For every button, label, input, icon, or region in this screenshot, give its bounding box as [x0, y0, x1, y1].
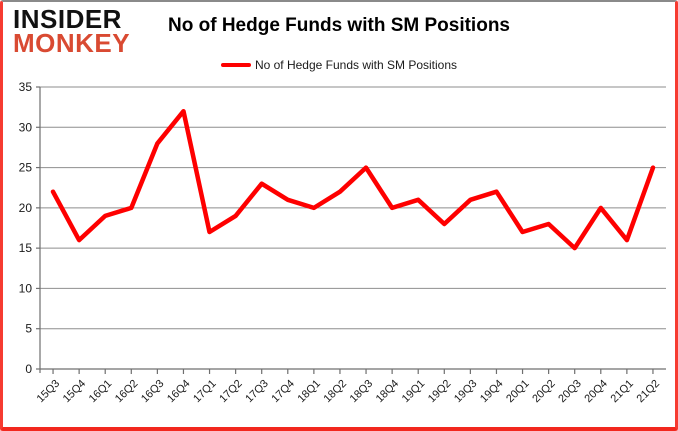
- x-tick-label: 20Q3: [556, 378, 584, 406]
- x-tick-label: 18Q4: [374, 378, 402, 406]
- x-tick-label: 16Q2: [113, 378, 141, 406]
- legend-label: No of Hedge Funds with SM Positions: [254, 58, 458, 72]
- y-tick-label: 5: [25, 322, 32, 336]
- y-tick-label: 20: [19, 201, 33, 215]
- x-tick-label: 15Q4: [61, 378, 89, 406]
- x-tick-label: 16Q4: [165, 378, 193, 406]
- logo-text-monkey: MONKEY: [13, 27, 131, 58]
- x-tick-label: 21Q1: [608, 378, 636, 406]
- y-tick-label: 30: [19, 120, 33, 134]
- chart-legend: No of Hedge Funds with SM Positions: [3, 58, 675, 72]
- x-tick-label: 20Q2: [530, 378, 558, 406]
- x-tick-label: 19Q2: [426, 378, 454, 406]
- x-tick-label: 17Q2: [217, 378, 245, 406]
- x-tick-label: 20Q1: [504, 378, 532, 406]
- page-title: No of Hedge Funds with SM Positions: [168, 15, 510, 36]
- series-line: [50, 108, 656, 251]
- x-tick-label: 19Q1: [400, 378, 428, 406]
- y-tick-label: 10: [19, 281, 33, 295]
- y-tick-label: 0: [25, 362, 32, 376]
- y-tick-label: 35: [19, 80, 33, 94]
- legend-line-marker-icon: [220, 63, 251, 67]
- insider-monkey-logo: INSIDER MONKEY: [13, 4, 131, 58]
- x-tick-label: 19Q4: [478, 378, 506, 406]
- x-tick-label: 17Q1: [191, 378, 219, 406]
- x-tick-label: 17Q3: [243, 378, 271, 406]
- logo-text-insider: INSIDER: [13, 4, 122, 34]
- x-tick-label: 18Q1: [295, 378, 323, 406]
- chart-svg: 0510152025303515Q315Q416Q116Q216Q316Q417…: [19, 80, 666, 406]
- x-tick-label: 21Q2: [635, 378, 663, 406]
- x-tick-label: 20Q4: [582, 378, 610, 406]
- y-tick-label: 25: [19, 161, 33, 175]
- x-tick-label: 18Q2: [322, 378, 350, 406]
- x-tick-label: 15Q3: [35, 378, 63, 406]
- x-tick-label: 16Q3: [139, 378, 167, 406]
- x-tick-label: 17Q4: [269, 378, 297, 406]
- x-tick-label: 18Q3: [348, 378, 376, 406]
- x-tick-label: 19Q3: [452, 378, 480, 406]
- y-tick-label: 15: [19, 241, 33, 255]
- x-tick-label: 16Q1: [87, 378, 115, 406]
